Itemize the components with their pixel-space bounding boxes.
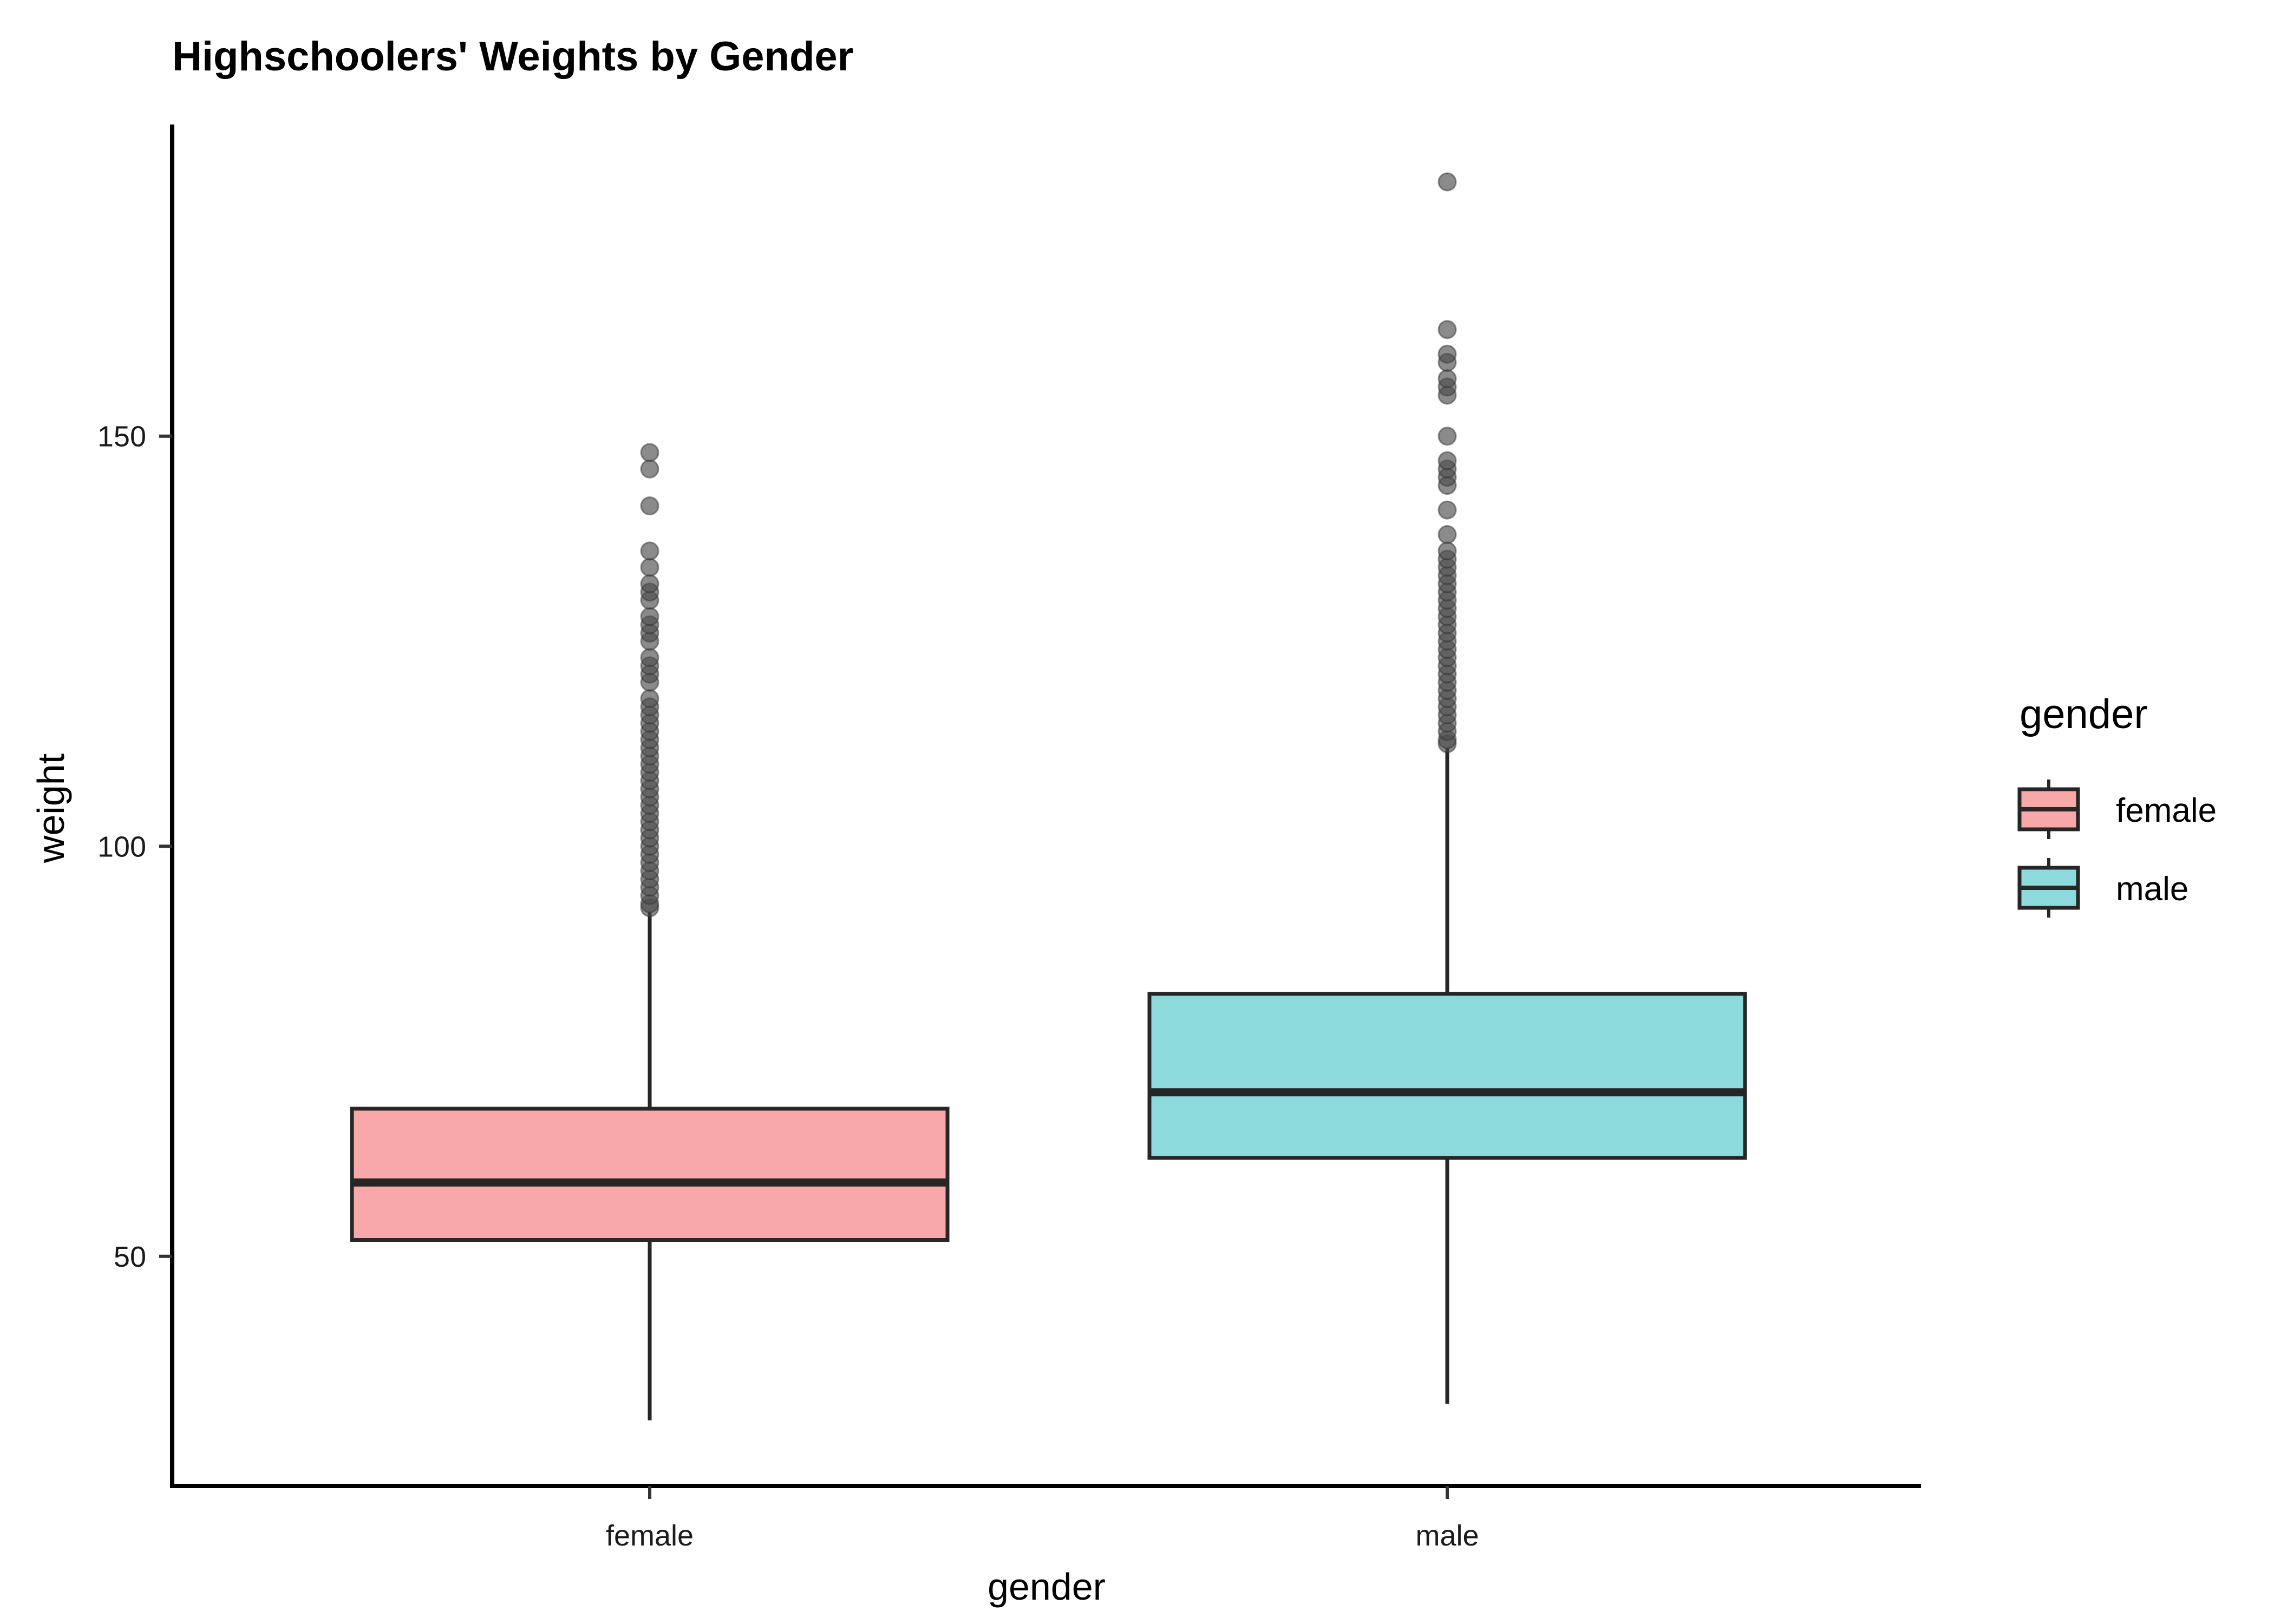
outlier-point (640, 459, 659, 479)
outlier-point (640, 558, 659, 577)
outlier-point (1437, 500, 1457, 520)
outlier-point (640, 607, 659, 626)
chart-title: Highschoolers' Weights by Gender (172, 34, 853, 80)
x-tick-label: male (1415, 1520, 1479, 1552)
outlier-point (1437, 525, 1457, 545)
outlier-point (1437, 320, 1457, 339)
outlier-point (1437, 344, 1457, 364)
outlier-point (1437, 541, 1457, 561)
outlier-point (640, 541, 659, 561)
y-axis-ticks: 50 100 150 (97, 421, 172, 1273)
y-tick-label: 50 (114, 1241, 146, 1273)
legend-item-male: male (2017, 858, 2188, 918)
outlier-point (1437, 451, 1457, 470)
outlier-point (640, 443, 659, 462)
outlier-point (1437, 172, 1457, 192)
box-group-male (1147, 172, 1747, 1404)
plot-area (350, 172, 1747, 1420)
outlier-point (640, 648, 659, 667)
legend-label: female (2116, 792, 2217, 829)
outlier-point (1437, 427, 1457, 446)
outlier-point (640, 574, 659, 593)
legend-title: gender (2020, 691, 2148, 737)
outlier-point (1437, 369, 1457, 389)
box-female (350, 1106, 950, 1242)
outlier-point (640, 689, 659, 709)
legend-item-female: female (2017, 780, 2217, 839)
y-tick-label: 100 (97, 830, 146, 863)
x-tick-label: female (606, 1520, 694, 1552)
box-group-female (350, 443, 950, 1420)
y-axis-title: weight (30, 754, 72, 863)
box-male (1147, 992, 1747, 1160)
legend-label: male (2116, 870, 2188, 908)
x-axis-title: gender (988, 1566, 1106, 1608)
x-axis-ticks: female male (606, 1486, 1479, 1552)
legend: gender female male (2017, 691, 2217, 918)
outlier-point (640, 496, 659, 516)
y-tick-label: 150 (97, 421, 146, 453)
